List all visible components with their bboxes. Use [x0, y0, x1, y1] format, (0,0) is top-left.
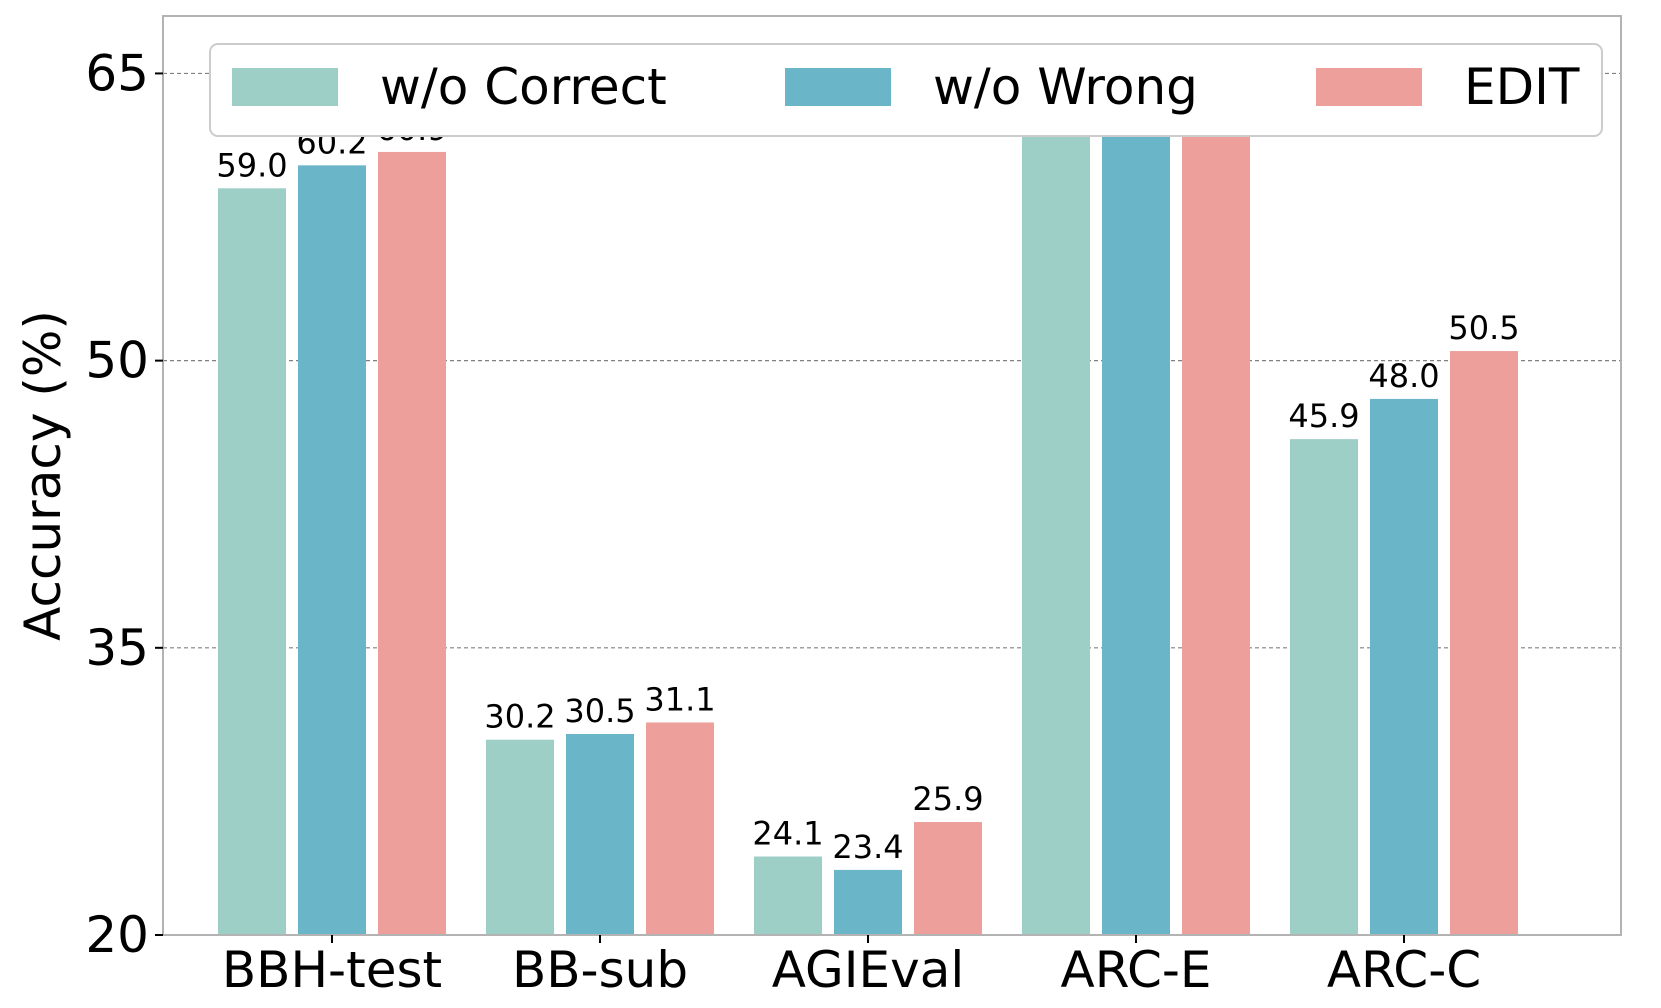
- data-label: 59.0: [216, 146, 287, 184]
- y-axis-title: Accuracy (%): [14, 310, 72, 641]
- y-tick-labels: 20 35 50 65: [85, 44, 163, 964]
- bar-bbh-test-1: [298, 165, 366, 935]
- y-tick-label: 35: [85, 619, 149, 677]
- data-label: 24.1: [752, 815, 823, 853]
- bar-arc-e-2: [1182, 91, 1250, 935]
- legend-label: w/o Correct: [380, 58, 667, 116]
- x-tick-label: BBH-test: [222, 941, 442, 999]
- bar-arc-e-0: [1022, 129, 1090, 935]
- legend: w/o Correct w/o Wrong EDIT: [210, 44, 1602, 136]
- bar-bbh-test-0: [218, 188, 286, 935]
- x-tick-label: BB-sub: [512, 941, 688, 999]
- data-label: 30.5: [564, 692, 635, 730]
- legend-swatch: [232, 68, 338, 106]
- x-tick-label: AGIEval: [772, 941, 965, 999]
- y-tick-label: 20: [85, 906, 149, 964]
- bar-arc-c-0: [1290, 439, 1358, 935]
- x-tick-labels: BBH-test BB-sub AGIEval ARC-E ARC-C: [222, 935, 1481, 999]
- bar-arc-c-2: [1450, 351, 1518, 935]
- legend-swatch: [1316, 68, 1422, 106]
- legend-label: EDIT: [1464, 58, 1580, 116]
- bar-arc-e-1: [1102, 117, 1170, 935]
- data-label: 50.5: [1448, 309, 1519, 347]
- bars: [218, 91, 1518, 935]
- data-label: 31.1: [644, 680, 715, 718]
- y-tick-label: 65: [85, 44, 149, 102]
- bar-agieval-1: [834, 870, 902, 935]
- data-label: 25.9: [912, 780, 983, 818]
- legend-label: w/o Wrong: [933, 58, 1198, 116]
- bar-bb-sub-0: [486, 740, 554, 935]
- bar-agieval-0: [754, 857, 822, 935]
- legend-swatch: [785, 68, 891, 106]
- data-label: 48.0: [1368, 357, 1439, 395]
- data-label: 45.9: [1288, 397, 1359, 435]
- y-tick-label: 50: [85, 332, 149, 390]
- x-tick-label: ARC-C: [1327, 941, 1481, 999]
- bar-arc-c-1: [1370, 399, 1438, 935]
- x-tick-label: ARC-E: [1060, 941, 1211, 999]
- bar-bb-sub-1: [566, 734, 634, 935]
- data-label: 23.4: [832, 828, 903, 866]
- bar-agieval-2: [914, 822, 982, 935]
- bar-bb-sub-2: [646, 722, 714, 935]
- bar-bbh-test-2: [378, 152, 446, 935]
- data-label: 30.2: [484, 698, 555, 736]
